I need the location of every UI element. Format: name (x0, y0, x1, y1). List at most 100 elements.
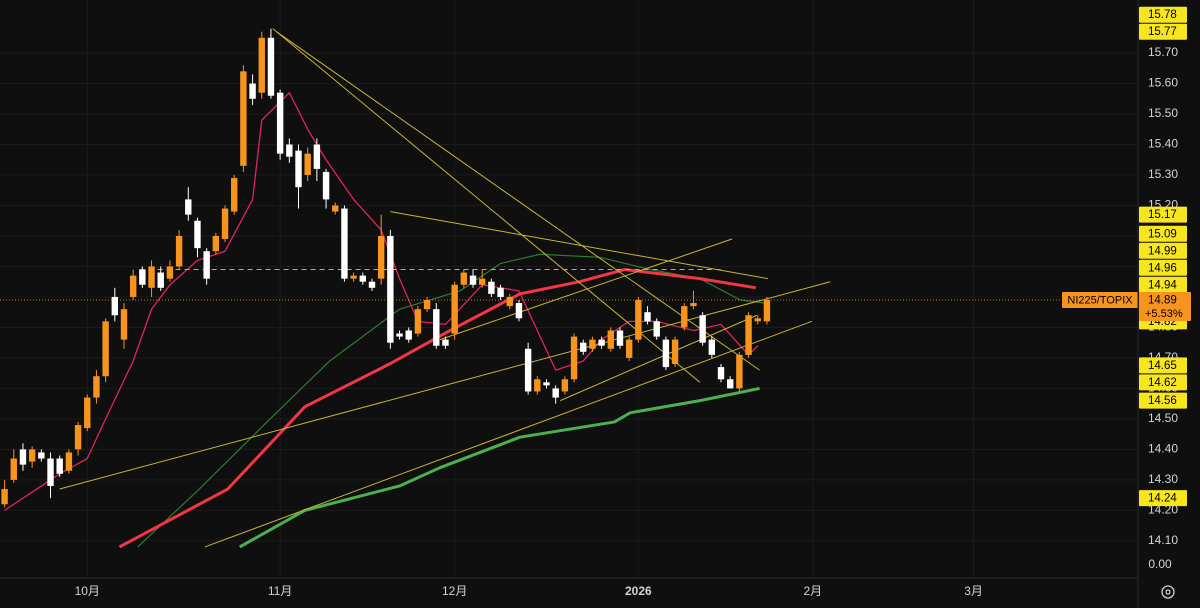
price-label-box (1139, 242, 1187, 259)
candle-body (139, 269, 146, 285)
candle-body (745, 315, 752, 355)
candle-body (589, 339, 596, 349)
x-tick-label: 11月 (268, 584, 292, 598)
y-tick-label: 15.50 (1148, 106, 1178, 120)
candle-body (129, 275, 137, 297)
candle-body (350, 275, 357, 279)
price-label: 14.24 (1148, 493, 1177, 505)
candle-body (405, 330, 412, 340)
price-label-box (1139, 206, 1187, 223)
candle-body (203, 251, 210, 279)
candle-body (524, 348, 532, 392)
trendline (390, 211, 768, 280)
candle-body (295, 150, 302, 188)
y-tick-label: 14.50 (1148, 411, 1178, 425)
candle-body (212, 235, 220, 252)
candle-body (488, 281, 495, 294)
candle-body (396, 333, 403, 337)
candle-body (221, 208, 229, 240)
price-label: 15.77 (1148, 26, 1177, 38)
price-label: 14.56 (1148, 395, 1177, 407)
candle-body (423, 300, 431, 310)
candle-body (84, 397, 91, 429)
candle-body (607, 330, 614, 349)
symbol-label: NI225/TOPIX (1067, 294, 1133, 306)
candle-body (671, 339, 679, 365)
candle-body (304, 153, 311, 175)
candle-body (313, 144, 321, 169)
price-label: 14.62 (1148, 377, 1177, 389)
candle-body (166, 266, 174, 279)
candle-body (377, 235, 385, 279)
candle-body (469, 275, 477, 285)
candle-body (10, 458, 17, 480)
candle-body (580, 342, 587, 352)
candle-body (249, 83, 256, 99)
candle-body (763, 300, 771, 322)
candle-body (148, 266, 155, 288)
candle-body (341, 208, 348, 279)
candle-body (185, 199, 192, 215)
candle-body (442, 339, 449, 346)
last-change: +5.53% (1145, 308, 1183, 320)
candle-body (479, 278, 486, 285)
y-tick-label: 15.60 (1148, 76, 1178, 90)
candle-body (267, 37, 275, 96)
candle-body (681, 306, 688, 328)
last-price-box (1139, 292, 1191, 321)
candle-body (56, 458, 63, 474)
price-label-box (1139, 374, 1187, 391)
y-tick-label: 15.70 (1148, 45, 1178, 59)
symbol-label-box (1062, 292, 1138, 308)
candle-body (74, 425, 82, 450)
candle-body (635, 300, 642, 340)
moving-average (118, 268, 757, 549)
y-tick-label: 15.30 (1148, 167, 1178, 181)
settings-button[interactable] (1161, 585, 1175, 599)
price-label-box (1139, 276, 1187, 293)
candle-body (534, 379, 541, 392)
candle-body (662, 339, 670, 368)
price-label: 15.78 (1148, 9, 1177, 21)
candle-body (717, 367, 725, 380)
trendline (439, 238, 733, 341)
candle-body (93, 376, 100, 398)
candle-body (433, 309, 440, 346)
candle-body (359, 275, 367, 282)
candle-body (102, 321, 109, 377)
settings-icon[interactable] (1161, 585, 1175, 599)
x-tick-label: 3月 (964, 584, 983, 598)
candle-body (708, 339, 716, 355)
candle-body (690, 303, 697, 307)
candle-body (625, 339, 633, 358)
y-tick-label: 14.10 (1148, 533, 1178, 547)
price-label: 15.17 (1148, 209, 1177, 221)
candle-body (276, 92, 284, 154)
price-label-box (1139, 357, 1187, 374)
candle-body (65, 452, 73, 471)
candle-body (506, 296, 513, 307)
trendline (272, 28, 701, 383)
candle-body (38, 452, 45, 459)
candle-body (111, 296, 119, 316)
price-label: 14.94 (1148, 279, 1177, 291)
price-label: 14.99 (1148, 245, 1177, 257)
x-tick-label: 12月 (442, 584, 467, 598)
candle-body (258, 37, 265, 93)
candle-body (194, 220, 201, 249)
candle-body (644, 312, 651, 322)
candle-body (598, 339, 605, 346)
candle-body (552, 388, 559, 398)
candle-body (515, 303, 523, 319)
x-tick-label: 2月 (804, 584, 823, 598)
last-price: 14.89 (1148, 295, 1177, 307)
candle-body (726, 379, 734, 389)
price-label-box (1139, 392, 1187, 409)
candle-body (157, 272, 164, 288)
candle-body (543, 382, 550, 386)
price-label-box (1139, 490, 1187, 507)
candle-body (368, 281, 376, 288)
price-label: 15.09 (1148, 228, 1177, 240)
